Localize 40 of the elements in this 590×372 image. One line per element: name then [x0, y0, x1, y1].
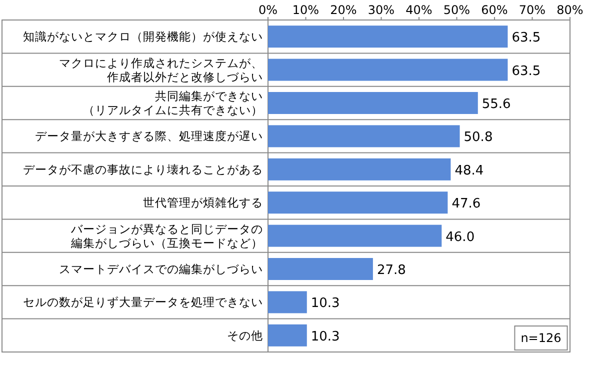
- bar: [268, 92, 478, 114]
- y-tick-label: セルの数が足りず大量データを処理できない: [23, 295, 263, 310]
- y-tick-label: 共同編集ができない（リアルタイムに共有できない）: [83, 89, 263, 117]
- x-tick-label: 10%: [292, 3, 320, 17]
- x-tick-label: 0%: [258, 3, 278, 17]
- bar: [268, 224, 442, 247]
- data-label: 27.8: [376, 263, 406, 278]
- x-tick-label: 40%: [406, 3, 432, 17]
- y-tick-label: スマートデバイスでの編集がしづらい: [59, 262, 263, 276]
- y-tick-label: 知識がないとマクロ（開発機能）が使えない: [23, 30, 263, 44]
- x-tick-label: 20%: [330, 3, 357, 17]
- y-tick-label: データが不慮の事故により壊れることがある: [23, 162, 263, 176]
- bar: [268, 58, 508, 81]
- data-label: 63.5: [512, 30, 541, 46]
- bar: [268, 192, 448, 214]
- bar: [268, 258, 373, 280]
- x-tick-label: 30%: [368, 3, 395, 17]
- y-tick-label: その他: [227, 328, 263, 342]
- bar: [268, 125, 460, 148]
- y-tick-label: バージョンが異なると同じデータの編集がしづらい（互換モードなど）: [70, 222, 263, 250]
- y-tick-label: データ量が大きすぎる際、処理速度が遅い: [35, 129, 263, 144]
- annotation: n=126: [520, 331, 562, 345]
- bar: [268, 291, 307, 314]
- bar: [268, 26, 508, 48]
- data-label: 48.4: [454, 163, 484, 178]
- bar: [268, 158, 451, 180]
- x-tick-label: 50%: [443, 3, 470, 17]
- x-tick-label: 70%: [518, 3, 546, 17]
- x-tick-label: 80%: [556, 3, 584, 17]
- data-label: 55.6: [482, 97, 511, 112]
- data-label: 63.5: [512, 64, 541, 79]
- data-label: 50.8: [464, 130, 493, 146]
- x-tick-label: 60%: [481, 3, 508, 17]
- data-label: 47.6: [452, 196, 481, 212]
- y-tick-label: 世代管理が煩雑化する: [143, 196, 263, 210]
- data-label: 46.0: [446, 230, 475, 245]
- data-label: 10.3: [310, 329, 340, 344]
- y-tick-label: マクロにより作成されたシステムが、作成者以外だと改修しづらい: [59, 56, 263, 84]
- bar: [268, 324, 307, 346]
- data-label: 10.3: [310, 296, 340, 312]
